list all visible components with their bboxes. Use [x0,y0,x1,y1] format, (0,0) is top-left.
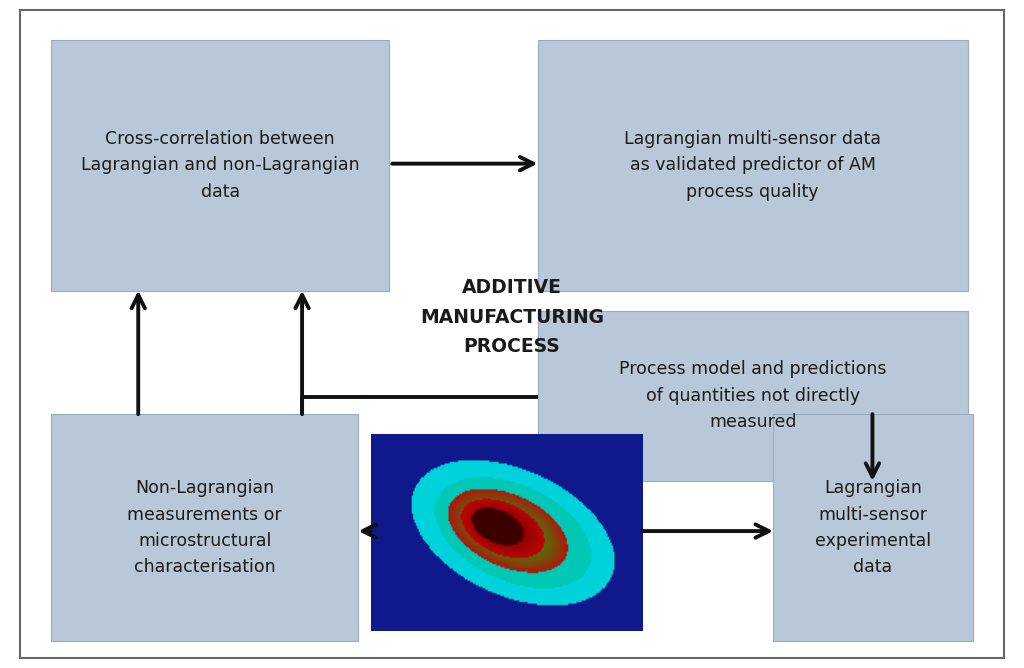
Text: Non-Lagrangian
measurements or
microstructural
characterisation: Non-Lagrangian measurements or microstru… [127,479,283,576]
FancyBboxPatch shape [51,40,389,291]
FancyBboxPatch shape [538,311,968,481]
FancyBboxPatch shape [51,414,358,641]
FancyBboxPatch shape [538,40,968,291]
Text: Cross-correlation between
Lagrangian and non-Lagrangian
data: Cross-correlation between Lagrangian and… [81,130,359,200]
Text: Lagrangian multi-sensor data
as validated predictor of AM
process quality: Lagrangian multi-sensor data as validate… [625,130,881,200]
Text: Process model and predictions
of quantities not directly
measured: Process model and predictions of quantit… [618,361,887,431]
Text: ADDITIVE
MANUFACTURING
PROCESS: ADDITIVE MANUFACTURING PROCESS [420,279,604,356]
Text: Lagrangian
multi-sensor
experimental
data: Lagrangian multi-sensor experimental dat… [815,479,931,576]
FancyBboxPatch shape [773,414,973,641]
